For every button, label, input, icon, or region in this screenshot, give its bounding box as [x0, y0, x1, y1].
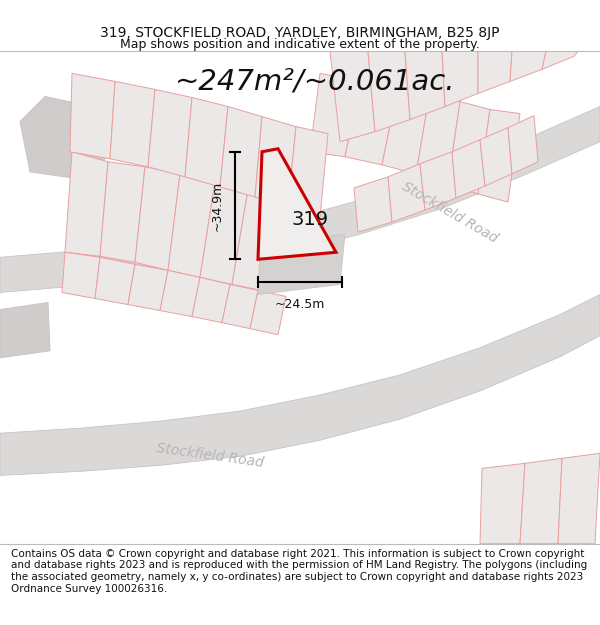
Polygon shape: [448, 101, 490, 194]
Polygon shape: [510, 51, 546, 81]
Text: 319: 319: [292, 209, 329, 229]
Polygon shape: [185, 98, 228, 187]
Polygon shape: [65, 152, 108, 256]
Polygon shape: [288, 127, 328, 217]
Polygon shape: [232, 190, 280, 291]
Polygon shape: [452, 140, 485, 198]
Polygon shape: [0, 294, 600, 476]
Text: ~34.9m: ~34.9m: [211, 181, 223, 231]
Text: Contains OS data © Crown copyright and database right 2021. This information is : Contains OS data © Crown copyright and d…: [11, 549, 587, 594]
Polygon shape: [480, 127, 512, 186]
Polygon shape: [258, 234, 345, 294]
Text: 319, STOCKFIELD ROAD, YARDLEY, BIRMINGHAM, B25 8JP: 319, STOCKFIELD ROAD, YARDLEY, BIRMINGHA…: [100, 26, 500, 39]
Polygon shape: [200, 182, 248, 284]
Polygon shape: [442, 51, 478, 106]
Polygon shape: [542, 51, 578, 69]
Polygon shape: [135, 167, 180, 271]
Polygon shape: [20, 96, 115, 182]
Polygon shape: [160, 271, 200, 317]
Polygon shape: [388, 164, 425, 222]
Polygon shape: [110, 81, 155, 167]
Polygon shape: [0, 106, 600, 293]
Polygon shape: [558, 453, 600, 544]
Polygon shape: [416, 91, 460, 184]
Polygon shape: [95, 258, 135, 304]
Polygon shape: [70, 73, 115, 159]
Polygon shape: [250, 291, 286, 335]
Text: ~24.5m: ~24.5m: [275, 298, 325, 311]
Polygon shape: [128, 264, 168, 311]
Polygon shape: [478, 51, 512, 94]
Polygon shape: [520, 458, 562, 544]
Polygon shape: [490, 499, 565, 544]
Text: ~247m²/~0.061ac.: ~247m²/~0.061ac.: [175, 68, 455, 96]
Polygon shape: [330, 51, 375, 142]
Text: Map shows position and indicative extent of the property.: Map shows position and indicative extent…: [120, 38, 480, 51]
Polygon shape: [354, 177, 392, 232]
Polygon shape: [148, 89, 192, 177]
Polygon shape: [0, 302, 50, 358]
Polygon shape: [345, 81, 398, 165]
Polygon shape: [310, 73, 360, 157]
Polygon shape: [478, 109, 520, 202]
Polygon shape: [480, 463, 525, 544]
Polygon shape: [100, 162, 145, 262]
Polygon shape: [168, 174, 215, 278]
Polygon shape: [255, 117, 296, 207]
Polygon shape: [258, 149, 336, 259]
Polygon shape: [220, 106, 262, 197]
Polygon shape: [420, 152, 456, 210]
Polygon shape: [222, 284, 258, 329]
Polygon shape: [405, 51, 445, 119]
Polygon shape: [192, 278, 230, 322]
Polygon shape: [62, 253, 100, 299]
Polygon shape: [368, 51, 410, 132]
Polygon shape: [508, 116, 538, 174]
Polygon shape: [382, 86, 430, 174]
Text: Stockfield Road: Stockfield Road: [155, 441, 265, 470]
Text: Stockfield Road: Stockfield Road: [400, 179, 500, 245]
